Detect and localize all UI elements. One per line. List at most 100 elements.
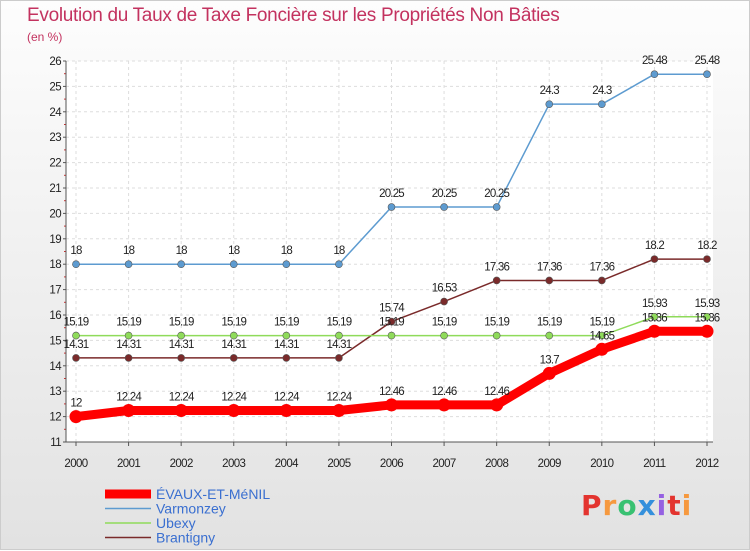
axes	[63, 60, 713, 446]
logo-letter: P	[581, 489, 603, 522]
data-point	[174, 404, 188, 418]
data-point	[387, 317, 396, 326]
x-tick-label: 2012	[695, 458, 718, 470]
logo-letter: r	[602, 489, 618, 522]
data-label: 14.31	[64, 339, 89, 351]
data-point	[440, 331, 448, 340]
logo-letter: t	[667, 489, 682, 522]
x-tick-label: 2005	[327, 458, 350, 470]
proxiti-logo: Proxiti	[581, 489, 692, 522]
chart-title: Evolution du Taux de Taxe Foncière sur l…	[27, 5, 560, 26]
data-point	[598, 100, 606, 108]
plot-area	[66, 61, 713, 442]
x-tick-label: 2008	[485, 458, 508, 470]
data-point	[387, 203, 396, 211]
logo-letter: x	[637, 489, 657, 522]
y-tick-label: 16	[49, 310, 61, 322]
data-label: 15.19	[432, 317, 457, 329]
x-tick-label: 2002	[170, 458, 193, 470]
y-tick-label: 11	[50, 437, 61, 449]
data-label: 15.19	[221, 317, 246, 329]
data-point	[282, 354, 291, 362]
data-label: 12.24	[169, 392, 195, 404]
y-tick-label: 25	[49, 81, 61, 93]
data-point	[124, 260, 133, 269]
data-point	[492, 203, 501, 211]
data-point	[492, 276, 501, 285]
data-label: 12.24	[221, 392, 247, 404]
legend-label: Varmonzey	[156, 501, 226, 517]
data-label: 15.93	[642, 298, 667, 310]
data-label: 12.24	[327, 392, 353, 404]
data-label: 15.36	[695, 312, 720, 324]
data-point	[387, 331, 396, 340]
chart-ylabel: (en %)	[27, 30, 63, 44]
y-tick-label: 19	[49, 234, 61, 246]
y-tick-label: 12	[49, 412, 61, 424]
data-label: 25.48	[695, 55, 720, 67]
data-point	[385, 398, 398, 412]
data-point	[492, 331, 501, 340]
data-label: 15.36	[642, 312, 667, 324]
data-label: 24.3	[540, 85, 560, 97]
data-label: 25.48	[642, 55, 667, 67]
data-point	[647, 324, 661, 338]
data-label: 14.31	[169, 339, 194, 351]
data-label: 15.19	[169, 317, 194, 329]
data-point	[335, 331, 343, 340]
x-tick-label: 2001	[117, 458, 140, 470]
data-point	[72, 260, 80, 269]
data-point	[598, 276, 606, 285]
y-tick-label: 24	[49, 107, 62, 119]
data-label: 20.25	[432, 188, 457, 200]
data-point	[122, 404, 136, 418]
data-point	[335, 354, 343, 362]
x-tick-label: 2009	[538, 458, 561, 470]
y-tick-label: 20	[49, 208, 61, 220]
data-labels: 12 12.24 12.24 12.24 12.24 12.24 12.46 12.46 12.…	[64, 55, 721, 409]
data-point	[703, 70, 711, 79]
data-label: 18	[123, 245, 135, 257]
y-tick-label: 15	[49, 335, 61, 347]
data-label: 18	[176, 245, 188, 257]
data-point	[545, 100, 554, 108]
y-tick-label: 26	[49, 56, 61, 68]
data-label: 14.31	[221, 339, 246, 351]
data-point	[650, 255, 659, 263]
y-tick-label: 14	[49, 361, 62, 373]
data-label: 15.19	[116, 317, 141, 329]
data-point	[282, 260, 291, 269]
legend-label: ÉVAUX-ET-MéNIL	[156, 486, 270, 502]
data-point	[545, 276, 554, 285]
data-point	[229, 331, 238, 340]
data-point	[490, 398, 504, 412]
data-point	[279, 404, 293, 418]
logo-letter: i	[681, 489, 693, 522]
data-point	[437, 398, 451, 412]
data-point	[703, 312, 711, 321]
y-tick-label: 17	[49, 285, 61, 297]
data-point	[69, 410, 83, 424]
y-tick-label: 22	[49, 158, 61, 170]
grid-lines	[66, 60, 713, 443]
data-label: 12.46	[379, 386, 404, 398]
data-label: 20.25	[484, 188, 509, 200]
legend-label: Ubexy	[156, 515, 196, 531]
data-point	[542, 366, 556, 380]
data-label: 14.65	[589, 330, 614, 342]
data-label: 15.19	[379, 317, 404, 329]
y-tick-label: 13	[49, 386, 61, 398]
data-label: 15.19	[64, 317, 89, 329]
data-point	[177, 260, 185, 269]
data-label: 18.2	[697, 240, 717, 252]
data-point	[598, 331, 606, 340]
x-tick-labels: 2000 2001 2002 2003 2004 2005 2006 2007 2008 2009…	[64, 458, 719, 470]
data-point	[229, 260, 238, 269]
data-label: 16.53	[432, 283, 457, 295]
x-tick-label: 2003	[222, 458, 245, 470]
data-label: 14.31	[116, 339, 141, 351]
x-tick-label: 2010	[590, 458, 613, 470]
x-tick-label: 2000	[64, 458, 87, 470]
